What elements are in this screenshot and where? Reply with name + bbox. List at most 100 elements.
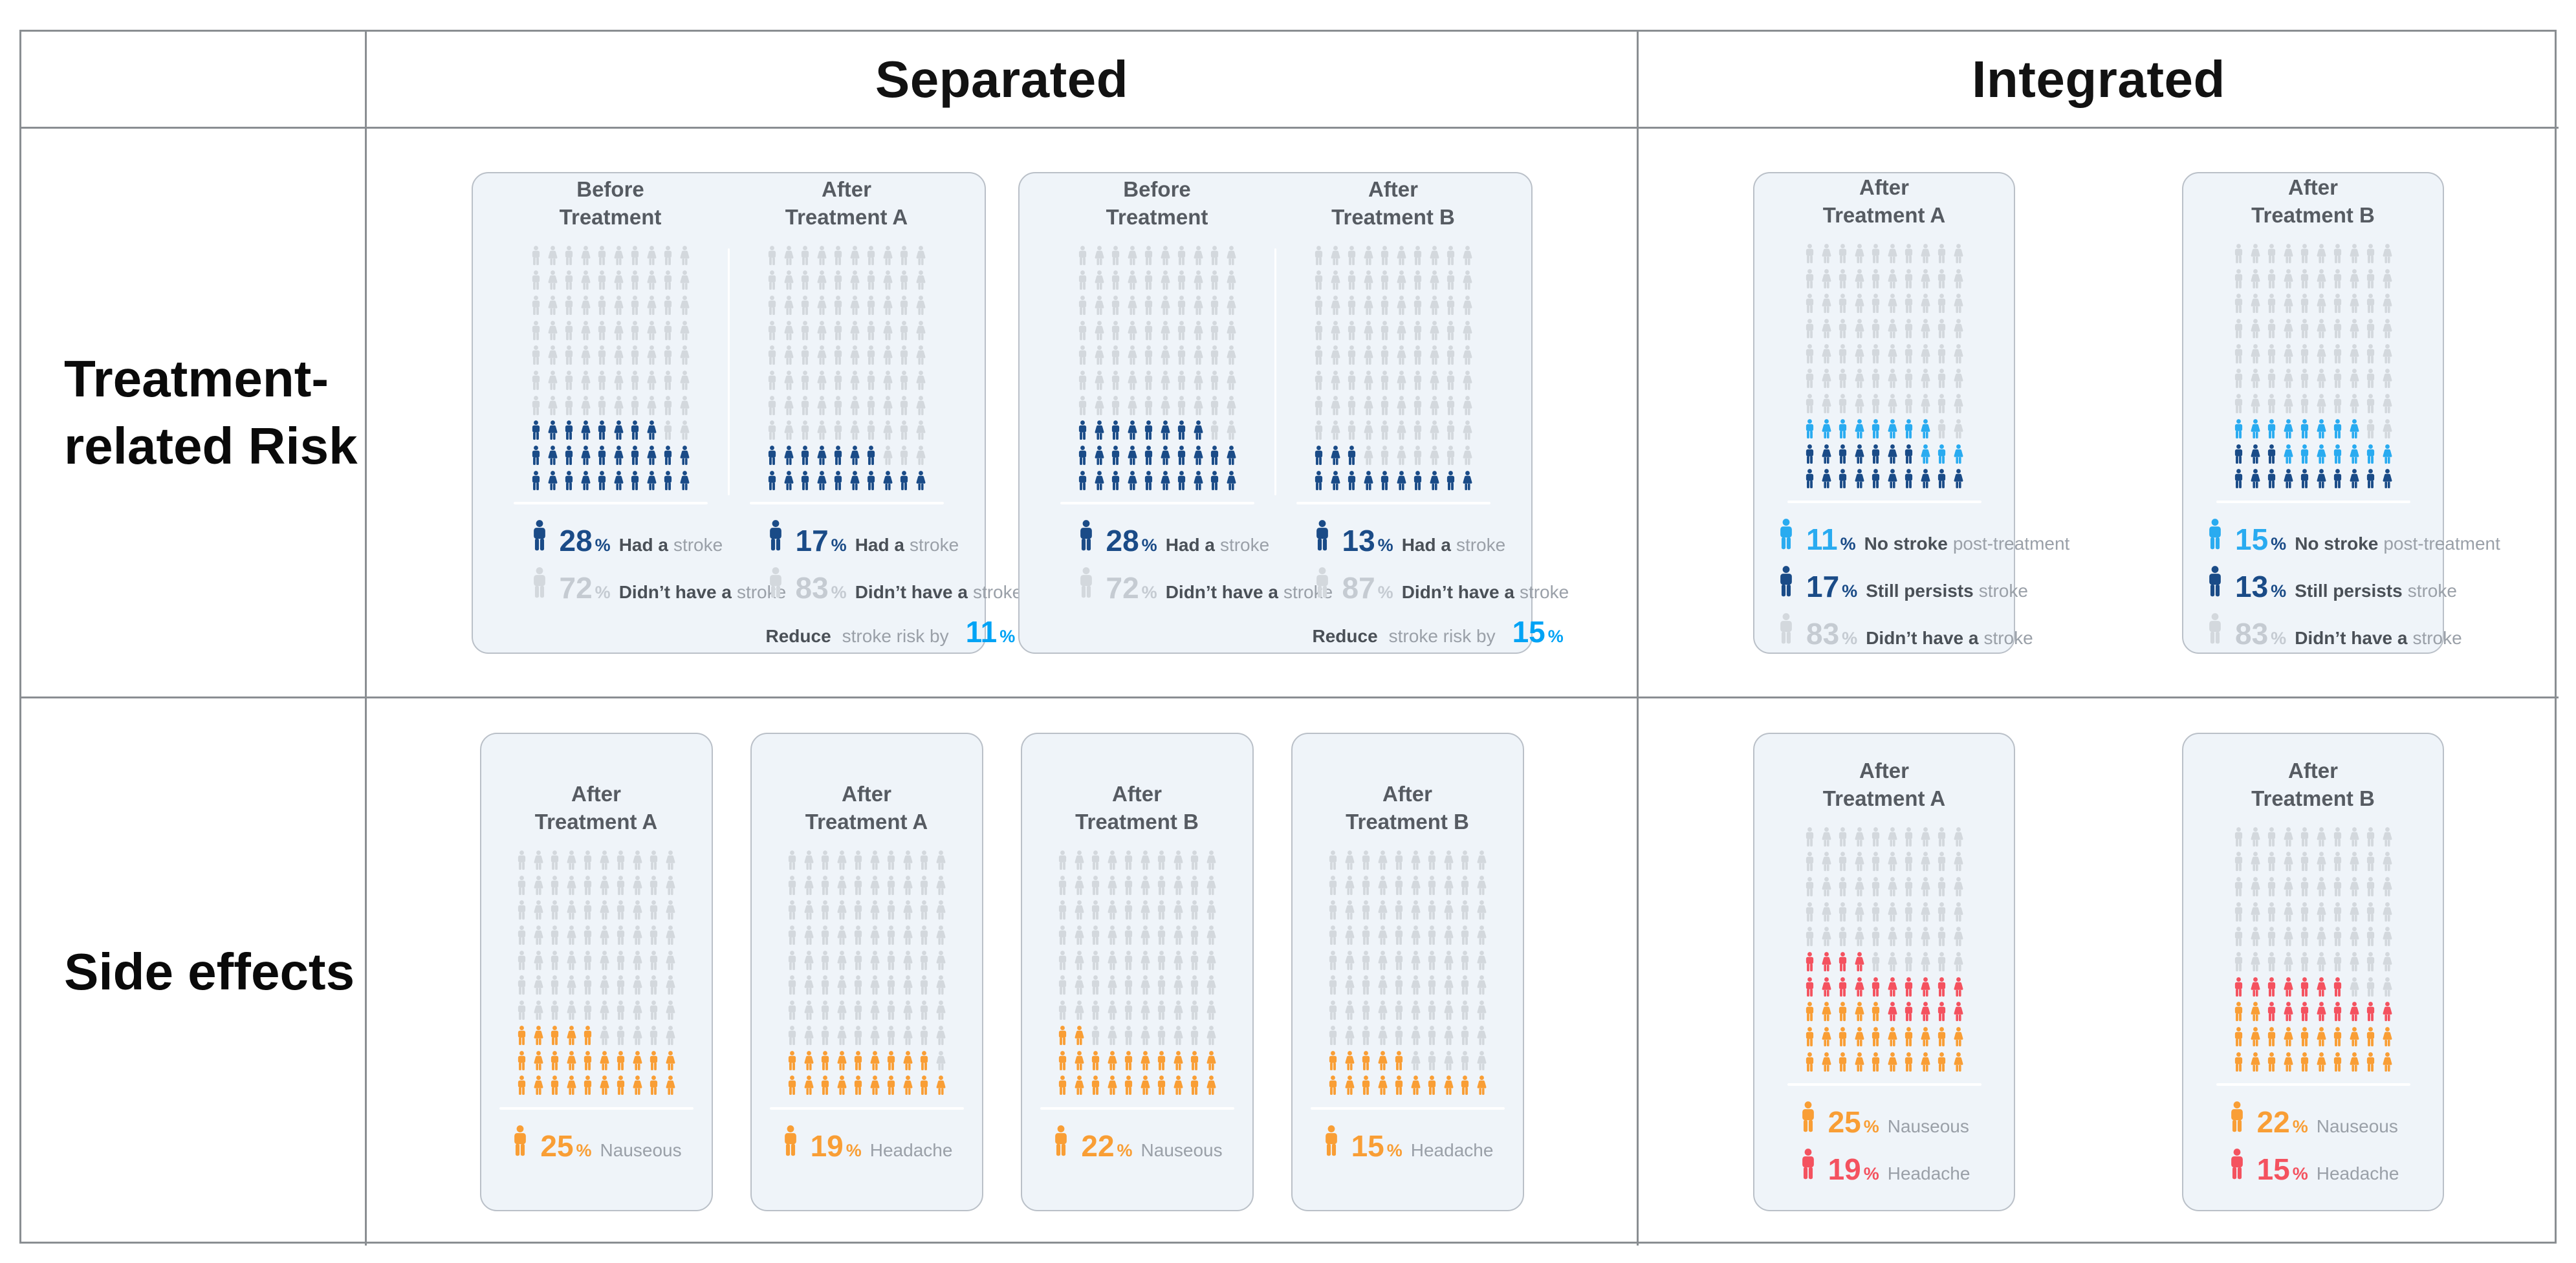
person-icon bbox=[1459, 1051, 1471, 1071]
person-icon bbox=[1192, 446, 1205, 466]
person-icon bbox=[915, 446, 927, 466]
legend-bold-text: Had a bbox=[855, 535, 904, 556]
person-icon bbox=[1109, 471, 1122, 491]
person-icon bbox=[1952, 344, 1965, 364]
person-icon bbox=[1362, 246, 1375, 266]
person-icon bbox=[1208, 345, 1221, 365]
person-icon bbox=[1379, 321, 1391, 341]
person-icon bbox=[2331, 877, 2344, 897]
person-icon bbox=[852, 1026, 864, 1046]
person-icon bbox=[1837, 952, 1849, 972]
legend-rest-text: post-treatment bbox=[2383, 533, 2500, 554]
person-icon bbox=[918, 1000, 930, 1020]
cell-risk-integrated: After Treatment A 11% No stroke post-treatme… bbox=[1639, 129, 2559, 698]
legend-percent-sign: % bbox=[1377, 583, 1393, 603]
person-icon bbox=[1870, 319, 1882, 339]
person-icon bbox=[2232, 1027, 2245, 1047]
legend-person-icon bbox=[1322, 1125, 1341, 1156]
person-icon bbox=[1445, 446, 1457, 466]
person-icon bbox=[2232, 369, 2245, 389]
person-icon bbox=[1360, 850, 1372, 870]
legend: 28% Had a stroke 72% Didn’t have a stroke bbox=[530, 520, 786, 605]
person-icon bbox=[1362, 270, 1375, 290]
person-icon bbox=[1393, 1000, 1405, 1020]
person-icon bbox=[1804, 369, 1816, 389]
person-icon bbox=[816, 345, 828, 365]
separator-line bbox=[1310, 1106, 1505, 1110]
person-icon bbox=[664, 1026, 677, 1046]
legend: 22% Nauseous 15% Headache bbox=[2227, 1101, 2399, 1187]
person-icon bbox=[1445, 345, 1457, 365]
person-icon bbox=[646, 296, 658, 316]
person-icon bbox=[849, 420, 861, 440]
person-icon bbox=[1346, 446, 1358, 466]
person-icon bbox=[582, 951, 594, 971]
person-icon bbox=[1853, 927, 1866, 947]
person-icon bbox=[1459, 850, 1471, 870]
person-icon bbox=[629, 471, 641, 491]
panel-title-line: Treatment B bbox=[1075, 810, 1199, 834]
person-icon bbox=[1853, 1052, 1866, 1072]
panel-title-line: Treatment A bbox=[1822, 786, 1946, 810]
person-icon bbox=[1853, 1027, 1866, 1047]
legend-rest-text: stroke bbox=[1519, 582, 1569, 603]
chart-panel: After Treatment B 13% Had a stroke 87% Didn’t … bbox=[1276, 176, 1569, 649]
legend-value: 19 bbox=[810, 1128, 844, 1163]
legend-person-icon bbox=[1051, 1125, 1071, 1156]
person-icon bbox=[1073, 1051, 1086, 1071]
person-icon bbox=[1903, 877, 1915, 897]
person-icon bbox=[2298, 469, 2311, 489]
person-icon bbox=[1076, 270, 1089, 290]
person-icon bbox=[935, 1075, 947, 1096]
person-icon bbox=[1155, 925, 1168, 945]
panel-title-line: After bbox=[571, 782, 621, 806]
person-icon bbox=[1362, 420, 1375, 440]
legend-item: 87% Didn’t have a stroke bbox=[1313, 567, 1572, 605]
legend-rest-text: Headache bbox=[1410, 1139, 1494, 1160]
person-icon bbox=[629, 396, 641, 416]
legend-item: 13% Still persists stroke bbox=[2205, 566, 2500, 604]
person-icon bbox=[2298, 952, 2311, 972]
person-icon bbox=[2232, 927, 2245, 947]
person-icon bbox=[648, 951, 660, 971]
person-icon bbox=[1379, 270, 1391, 290]
person-icon bbox=[2282, 1052, 2295, 1072]
person-icon bbox=[1936, 1052, 1948, 1072]
person-icon bbox=[646, 371, 658, 391]
person-icon bbox=[832, 471, 844, 491]
person-icon bbox=[615, 951, 627, 971]
person-icon bbox=[1360, 951, 1372, 971]
person-icon bbox=[1093, 371, 1106, 391]
person-icon bbox=[648, 876, 660, 896]
person-icon bbox=[516, 850, 528, 870]
person-icon bbox=[819, 1026, 831, 1046]
person-icon bbox=[549, 975, 561, 995]
person-icon bbox=[766, 270, 778, 290]
person-icon bbox=[819, 876, 831, 896]
person-icon bbox=[885, 925, 897, 945]
person-icon bbox=[1919, 419, 1932, 439]
legend-item: 25% Nauseous bbox=[1798, 1101, 1970, 1139]
person-icon bbox=[865, 371, 877, 391]
person-icon bbox=[615, 1075, 627, 1096]
person-icon bbox=[1139, 1075, 1152, 1096]
panel-title: After Treatment B bbox=[1075, 781, 1199, 836]
person-icon bbox=[1853, 419, 1866, 439]
person-icon bbox=[2348, 269, 2361, 289]
row-label-risk: Treatment-related Risk bbox=[21, 129, 367, 698]
person-icon bbox=[1109, 371, 1122, 391]
person-icon bbox=[799, 345, 811, 365]
person-icon bbox=[1329, 246, 1342, 266]
person-icon bbox=[2282, 827, 2295, 847]
legend-percent-sign: % bbox=[846, 1140, 862, 1160]
person-icon bbox=[1073, 975, 1086, 995]
person-icon bbox=[832, 270, 844, 290]
person-icon bbox=[1360, 925, 1372, 945]
legend-item: 13% Had a stroke bbox=[1313, 520, 1572, 558]
person-icon bbox=[1936, 1027, 1948, 1047]
person-icon bbox=[849, 296, 861, 316]
panel-title-line: Treatment A bbox=[805, 810, 928, 834]
person-icon bbox=[679, 270, 691, 290]
person-icon bbox=[1073, 1026, 1086, 1046]
person-icon bbox=[1089, 900, 1102, 920]
